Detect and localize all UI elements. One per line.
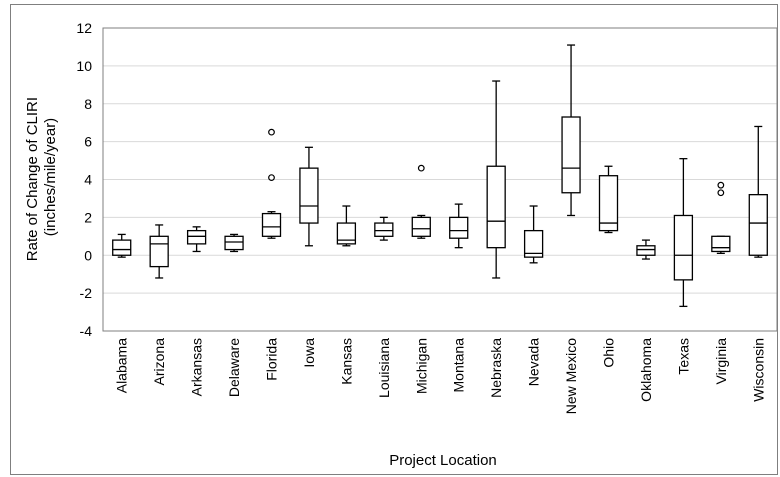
plot-area: [102, 27, 778, 332]
y-tick-label: 4: [84, 172, 92, 188]
box-iowa: [299, 146, 319, 247]
box-iqr: [449, 216, 469, 239]
category-label: Wisconsin: [750, 338, 766, 402]
outlier-point: [717, 181, 725, 189]
y-tick-label: -2: [80, 285, 93, 301]
category-label: Oklahoma: [638, 338, 654, 402]
box-iqr: [748, 193, 768, 256]
category-label: Iowa: [301, 338, 317, 368]
box-michigan: [411, 164, 431, 239]
box-iqr: [186, 229, 207, 245]
box-wisconsin: [748, 125, 768, 258]
y-tick-label: 8: [84, 96, 92, 112]
y-tick-labels: -4 -2 0 2 4 6 8 10 12: [76, 20, 92, 339]
box-nebraska: [486, 80, 506, 279]
y-axis-title-line-2: (inches/mile/year): [42, 118, 59, 236]
category-label: Montana: [451, 338, 467, 393]
box-iqr: [598, 175, 619, 232]
box-iqr: [523, 229, 544, 258]
box-arizona: [149, 224, 169, 279]
box-nevada: [523, 205, 544, 264]
category-label: Nevada: [526, 338, 542, 386]
box-iqr: [149, 235, 169, 268]
y-tick-label: 10: [76, 58, 92, 74]
box-iqr: [486, 165, 506, 249]
y-tick-label: -4: [80, 323, 93, 339]
x-axis-title: Project Location: [389, 452, 497, 469]
box-oklahoma: [636, 239, 656, 260]
box-iqr: [711, 235, 731, 253]
y-axis-title: Rate of Change of CLIRI (inches/mile/yea…: [24, 93, 59, 261]
boxes: [112, 44, 768, 308]
outlier-point: [268, 128, 275, 136]
box-texas: [673, 158, 694, 308]
category-label: Delaware: [226, 338, 242, 397]
y-tick-label: 6: [84, 134, 92, 150]
category-label: Arkansas: [189, 338, 205, 396]
y-tick-label: 12: [76, 20, 92, 36]
category-label: New Mexico: [563, 338, 579, 414]
box-iqr: [336, 222, 357, 245]
y-tick-label: 2: [84, 209, 92, 225]
category-label: Virginia: [713, 338, 729, 385]
category-label: Texas: [675, 338, 691, 375]
category-label: Nebraska: [488, 338, 504, 398]
box-iqr: [112, 239, 132, 256]
box-iqr: [374, 222, 394, 237]
box-iqr: [636, 245, 656, 256]
box-ohio: [598, 165, 619, 234]
y-tick-label: 0: [84, 247, 92, 263]
box-kansas: [336, 205, 357, 247]
category-label: Michigan: [413, 338, 429, 394]
category-label: Florida: [264, 338, 280, 381]
box-iqr: [299, 167, 319, 224]
gridlines: [102, 27, 778, 332]
box-delaware: [224, 233, 244, 253]
box-arkansas: [186, 226, 207, 253]
category-label: Alabama: [114, 338, 130, 393]
category-label: Ohio: [601, 338, 617, 368]
category-labels: Alabama Arizona Arkansas Delaware Florida Iow…: [114, 338, 767, 414]
box-iqr: [673, 214, 694, 281]
outlier-point: [268, 174, 275, 182]
box-iqr: [561, 116, 581, 194]
outlier-point: [417, 164, 425, 172]
box-alabama: [112, 233, 132, 258]
box-new-mexico: [561, 44, 581, 217]
box-iqr: [224, 235, 244, 251]
category-label: Louisiana: [376, 338, 392, 398]
box-virginia: [711, 181, 731, 255]
box-iqr: [411, 216, 431, 237]
y-axis-title-line-1: Rate of Change of CLIRI: [24, 97, 41, 261]
box-montana: [449, 203, 469, 249]
outlier-point: [717, 189, 725, 197]
box-louisiana: [374, 216, 394, 241]
box-iqr: [261, 212, 282, 237]
box-florida: [261, 128, 282, 239]
category-label: Kansas: [338, 338, 354, 385]
category-label: Arizona: [151, 338, 167, 386]
